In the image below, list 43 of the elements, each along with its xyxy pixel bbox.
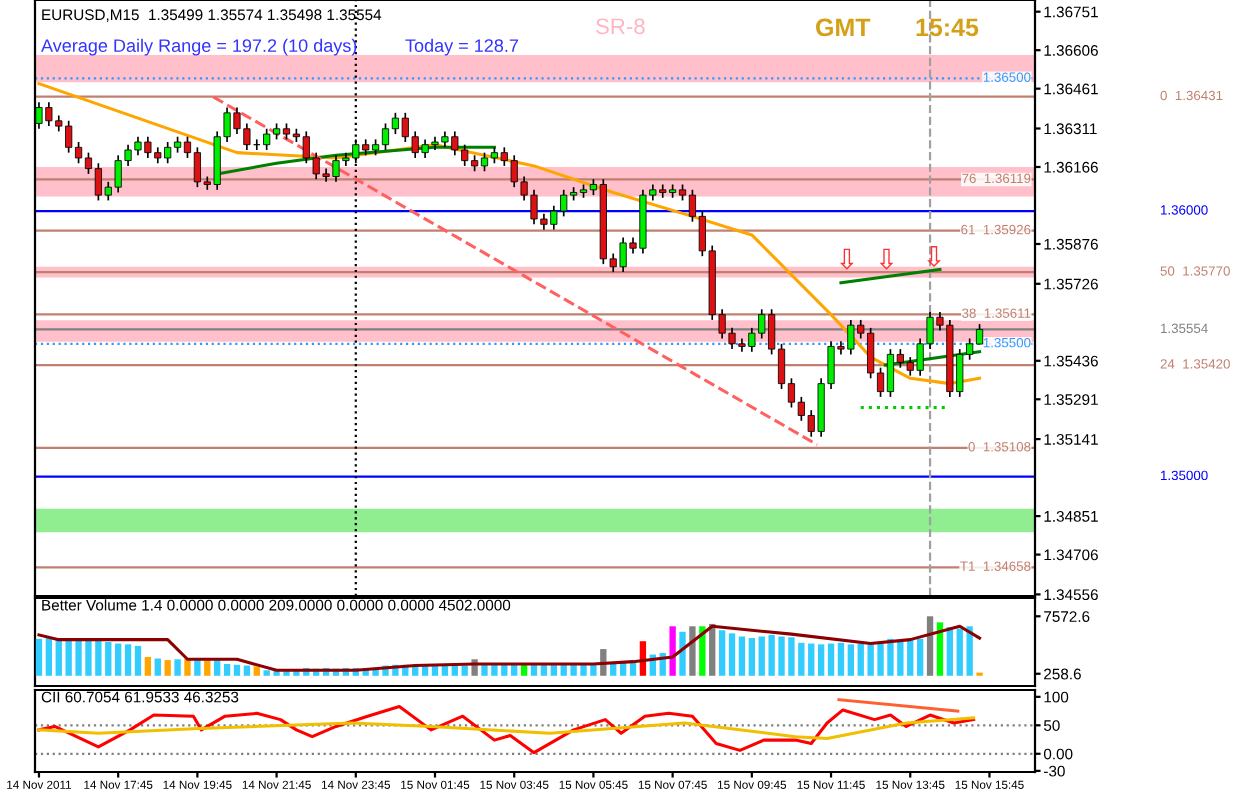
bar <box>233 664 241 676</box>
bar <box>827 643 835 676</box>
bar <box>174 659 181 676</box>
bar <box>689 626 696 676</box>
annotation: ⇩ <box>879 248 894 270</box>
bar <box>728 633 736 676</box>
bar <box>134 645 142 676</box>
bar <box>223 664 231 676</box>
line-series <box>37 704 976 755</box>
bar <box>115 643 122 676</box>
annotation: Average Daily Range = 197.2 (10 days) <box>41 38 357 56</box>
bar <box>718 630 726 676</box>
annotation: ⇩ <box>927 246 941 268</box>
bar <box>936 622 944 676</box>
bar <box>144 656 152 676</box>
line-series <box>37 624 982 672</box>
annotation: Today = 128.7 <box>405 38 519 56</box>
bar <box>926 616 934 676</box>
annotation: ⇩ <box>839 248 854 270</box>
bar <box>124 644 132 676</box>
bar <box>817 644 825 676</box>
bar <box>748 638 755 676</box>
line-series <box>37 82 982 386</box>
bar <box>847 644 855 676</box>
bar <box>214 660 221 676</box>
bar <box>669 626 676 676</box>
bar <box>164 660 171 676</box>
bar <box>837 642 845 676</box>
bar <box>916 638 924 676</box>
bar <box>243 665 251 676</box>
bar <box>45 638 53 676</box>
bar <box>451 665 458 676</box>
bar <box>194 660 201 676</box>
bar <box>679 631 686 676</box>
bar <box>253 666 260 676</box>
annotation: GMT <box>816 18 871 37</box>
bar <box>461 665 468 676</box>
bar <box>738 636 746 676</box>
bar <box>154 658 161 676</box>
line-series <box>37 716 976 740</box>
bar <box>35 638 43 676</box>
annotation: SR-8 <box>596 18 645 35</box>
annotation: 15:45 <box>916 18 979 37</box>
